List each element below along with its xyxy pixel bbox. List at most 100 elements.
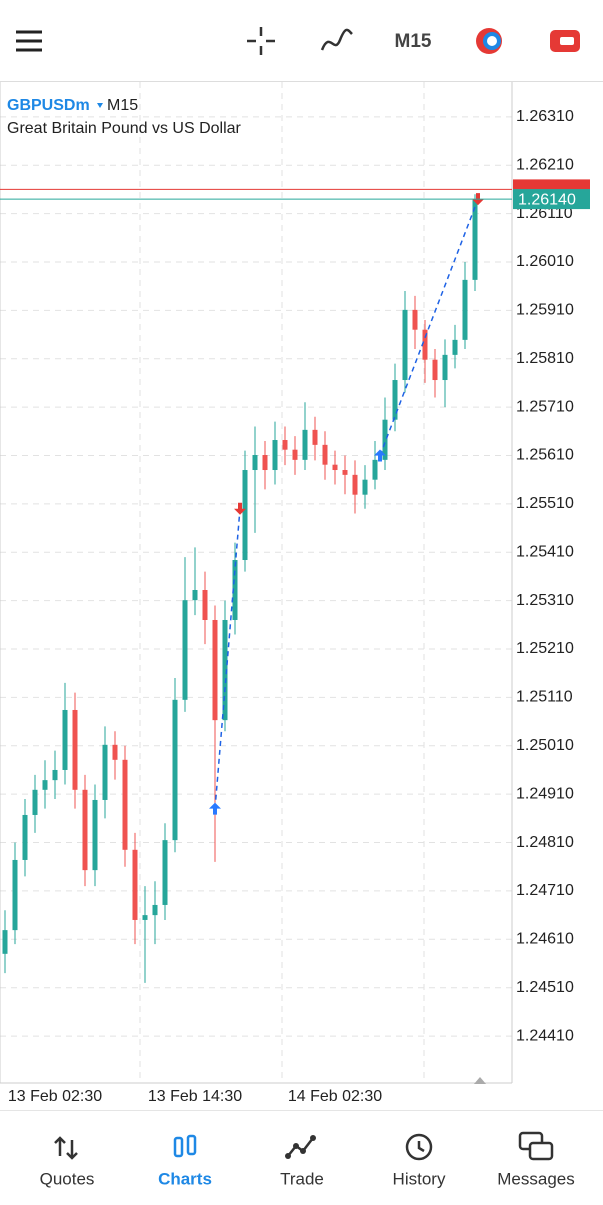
candle-body [52, 769, 58, 781]
chart-plot [0, 82, 512, 1083]
candle-body [352, 474, 358, 495]
candle-body [402, 309, 408, 381]
candle-body [92, 799, 98, 871]
buy-arrow [209, 802, 221, 815]
crosshair-button[interactable] [247, 27, 275, 55]
y-tick-label: 1.24410 [516, 1027, 574, 1044]
candle-body [122, 759, 128, 850]
y-tick-label: 1.25210 [516, 640, 574, 657]
nav-charts[interactable]: Charts [158, 1134, 212, 1188]
y-tick-label: 1.24910 [516, 785, 574, 802]
candle-body [182, 600, 188, 700]
y-tick-label: 1.26010 [516, 253, 574, 270]
nav-label[interactable]: Quotes [40, 1169, 95, 1188]
candle-body [342, 470, 348, 475]
y-tick-label: 1.25310 [516, 592, 574, 609]
candle-body [232, 560, 238, 620]
candle-body [412, 309, 418, 330]
timeframe-button[interactable]: M15 [395, 31, 432, 52]
candle-body [192, 589, 198, 601]
buy-arrow [374, 449, 386, 462]
candle-body [82, 789, 88, 871]
candle-body [282, 440, 288, 450]
nav-history[interactable]: History [393, 1133, 446, 1188]
candle-body [392, 380, 398, 420]
candle-body [312, 429, 318, 445]
candle-body [162, 840, 168, 905]
candle-body [302, 429, 308, 460]
y-tick-label: 1.25110 [516, 689, 573, 706]
candle-body [22, 814, 28, 860]
y-tick-label: 1.25410 [516, 543, 574, 560]
candle-body [202, 589, 208, 620]
y-tick-label: 1.25010 [516, 737, 574, 754]
candle-body [292, 449, 298, 460]
x-label: 13 Feb 02:30 [8, 1088, 102, 1105]
account-button[interactable] [550, 30, 580, 52]
candle-body [442, 354, 448, 381]
scroll-marker [474, 1077, 486, 1084]
x-label: 13 Feb 14:30 [148, 1088, 242, 1105]
candle-body [432, 359, 438, 381]
candle-body [322, 444, 328, 465]
nav-label[interactable]: Charts [158, 1169, 212, 1188]
y-tick-label: 1.24710 [516, 882, 574, 899]
symbol-description: Great Britain Pound vs US Dollar [7, 120, 242, 137]
bid-tag [513, 189, 590, 210]
candle-body [262, 455, 268, 471]
y-tick-label: 1.24610 [516, 931, 574, 948]
nav-label[interactable]: Messages [497, 1169, 574, 1188]
symbol[interactable]: GBPUSDm [7, 97, 90, 114]
candle-body [172, 699, 178, 841]
candle-body [222, 619, 228, 721]
candle-body [212, 619, 218, 721]
candle-body [472, 200, 478, 280]
nav-label[interactable]: History [393, 1169, 446, 1188]
symbol-dropdown[interactable] [97, 103, 103, 108]
trade-button[interactable] [476, 28, 502, 54]
y-tick-label: 1.25910 [516, 302, 574, 319]
nav-quotes[interactable]: Quotes [40, 1136, 95, 1188]
candle-body [72, 709, 78, 790]
candle-body [362, 479, 368, 495]
candle-body [62, 709, 68, 770]
candle-body [422, 329, 428, 360]
y-tick-label: 1.25610 [516, 447, 574, 464]
y-tick-label: 1.24810 [516, 834, 574, 851]
trade-line [379, 198, 479, 456]
y-tick-label: 1.26310 [516, 108, 574, 125]
bid-label: 1.26140 [518, 191, 576, 208]
candle-body [32, 789, 38, 815]
nav-messages[interactable]: Messages [497, 1131, 575, 1188]
candle-body [372, 459, 378, 480]
candle-body [102, 744, 108, 800]
y-tick-label: 1.25810 [516, 350, 574, 367]
menu-button[interactable] [16, 30, 42, 52]
nav-trade[interactable]: Trade [280, 1135, 324, 1188]
candle-body [452, 339, 458, 355]
candle-body [132, 849, 138, 920]
candle-body [272, 440, 278, 471]
candle-body [332, 464, 338, 471]
y-tick-label: 1.25710 [516, 398, 574, 415]
chart-timeframe: M15 [107, 97, 138, 114]
candle-body [462, 279, 468, 340]
nav-label[interactable]: Trade [280, 1169, 324, 1188]
sell-arrow [234, 502, 246, 515]
candle-body [12, 859, 18, 931]
y-tick-label: 1.24510 [516, 979, 574, 996]
y-tick-label: 1.26210 [516, 156, 574, 173]
candle-body [42, 780, 48, 790]
x-label: 14 Feb 02:30 [288, 1088, 382, 1105]
indicators-button[interactable] [320, 28, 353, 51]
candle-body [252, 455, 258, 471]
ask-tag [513, 179, 590, 190]
candle-body [112, 744, 118, 760]
candle-body [152, 904, 158, 916]
candle-body [142, 915, 148, 920]
candle-body [382, 419, 388, 460]
candle-body [2, 930, 8, 954]
